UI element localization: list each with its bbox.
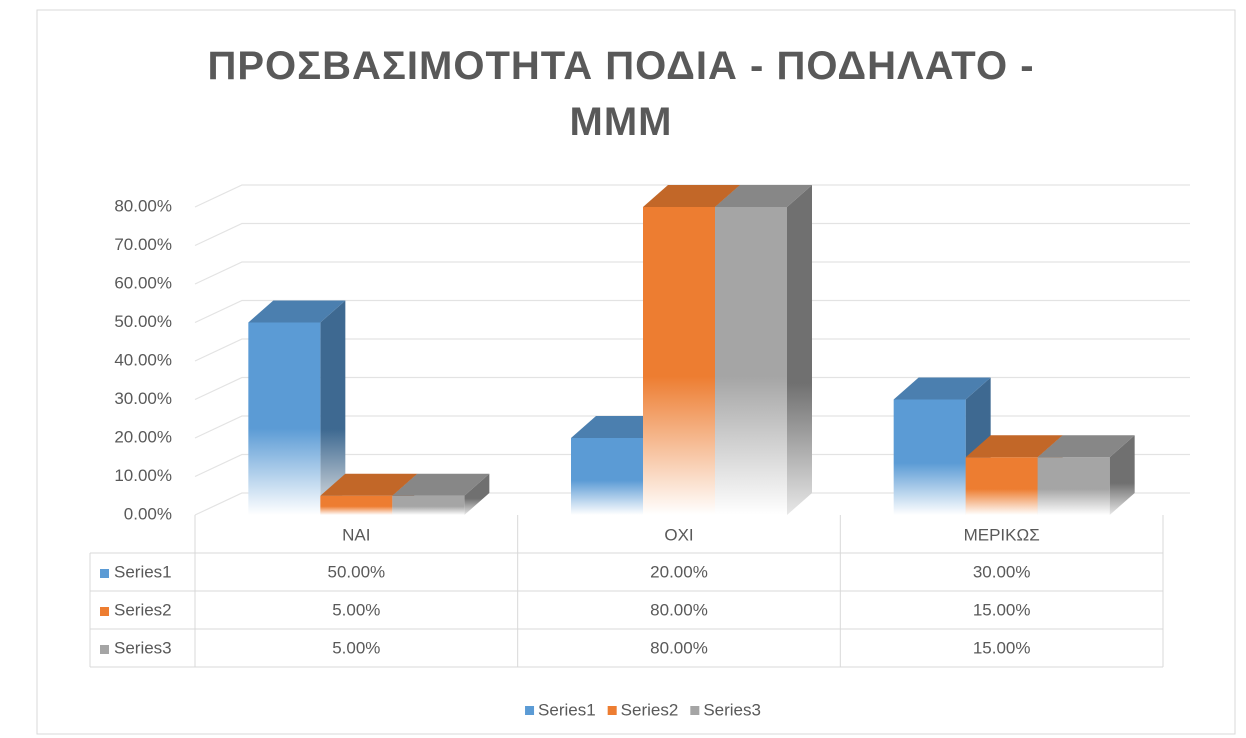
- bar: [965, 457, 1038, 515]
- bar: [715, 207, 787, 515]
- legend: Series1 Series2 Series3: [525, 700, 761, 719]
- grid-line: [194, 299, 1190, 324]
- bar: [392, 495, 465, 515]
- table-series-name: Series3: [114, 638, 172, 657]
- grid-line: [194, 184, 1190, 208]
- chart-border: [36, 9, 1236, 735]
- table-legend-key: [100, 645, 109, 654]
- bar: [320, 495, 393, 515]
- table-cell: 5.00%: [332, 600, 380, 619]
- bar: [893, 399, 966, 515]
- bar-top: [392, 473, 490, 496]
- table-series-name: Series1: [114, 562, 172, 581]
- table-cell: 80.00%: [650, 600, 708, 619]
- y-tick-label: 10.00%: [114, 466, 172, 485]
- bar-top: [248, 300, 346, 323]
- grid-line: [194, 338, 1190, 362]
- bar-side: [320, 300, 346, 515]
- y-tick-label: 20.00%: [114, 427, 172, 446]
- bar: [571, 438, 643, 515]
- bar-top: [1037, 435, 1135, 458]
- grid-line: [194, 376, 1190, 401]
- grid-line: [194, 415, 1190, 439]
- chart-title: ΠΡΟΣΒΑΣΙΜΟΤΗΤΑ ΠΟΔΙΑ - ΠΟΔΗΛΑΤΟ - ΜΜΜ: [207, 44, 1035, 144]
- y-tick-label: 70.00%: [114, 235, 172, 254]
- bar: [248, 322, 321, 515]
- bar-top: [965, 435, 1063, 458]
- bar: [643, 207, 715, 515]
- table-legend-key: [100, 569, 109, 578]
- legend-key: [525, 706, 535, 715]
- legend-key: [607, 706, 617, 715]
- legend-label: Series1: [538, 700, 596, 719]
- table-cell: 5.00%: [332, 638, 380, 657]
- y-tick-label: 30.00%: [114, 389, 172, 408]
- y-tick-label: 40.00%: [114, 350, 172, 369]
- legend-key: [690, 706, 700, 715]
- y-tick-label: 50.00%: [114, 312, 172, 331]
- grid-line: [194, 453, 1190, 478]
- bar-top: [715, 185, 812, 207]
- legend-label: Series2: [621, 700, 679, 719]
- grid-line: [194, 492, 1190, 516]
- grid-line: [194, 222, 1190, 247]
- table-cell: 50.00%: [327, 562, 385, 581]
- grid-line: [194, 261, 1190, 285]
- y-tick-label: 0.00%: [124, 504, 172, 523]
- table-cell: 15.00%: [973, 600, 1031, 619]
- legend-label: Series3: [703, 700, 761, 719]
- table-cell: 15.00%: [973, 638, 1031, 657]
- table-cell: 80.00%: [650, 638, 708, 657]
- y-tick-label: 60.00%: [114, 273, 172, 292]
- table-series-name: Series2: [114, 600, 172, 619]
- bar-side: [1109, 435, 1135, 515]
- table-legend-key: [100, 607, 109, 616]
- table-cell: 30.00%: [973, 562, 1031, 581]
- y-tick-label: 80.00%: [114, 196, 172, 215]
- bar-side: [787, 185, 812, 515]
- x-tick-label: ΟΧΙ: [664, 525, 693, 544]
- x-tick-label: ΜΕΡΙΚΩΣ: [964, 525, 1040, 544]
- bar-top: [643, 185, 740, 207]
- x-tick-label: ΝΑΙ: [342, 525, 370, 544]
- bar: [1037, 457, 1110, 515]
- table-cell: 20.00%: [650, 562, 708, 581]
- bar-top: [320, 473, 418, 496]
- bar-side: [464, 473, 490, 515]
- bar-top: [893, 377, 991, 400]
